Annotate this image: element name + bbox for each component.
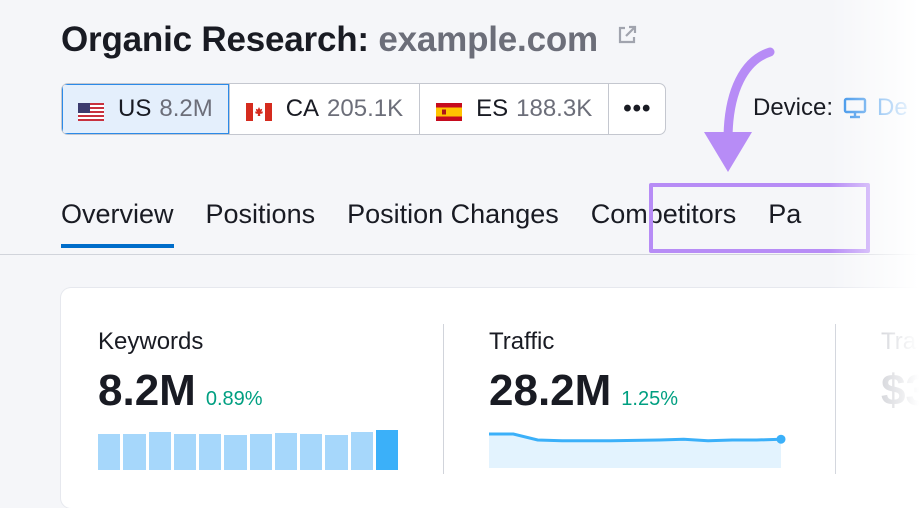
page-title: Organic Research: example.com — [61, 20, 639, 62]
keywords-trend-bar — [123, 434, 146, 470]
keywords-trend-bar — [350, 432, 373, 470]
database-selector: US 8.2M CA 205.1K ES 188.3K ••• — [61, 83, 667, 135]
metric-value: $3 — [881, 366, 919, 415]
db-count: 8.2M — [159, 95, 213, 122]
desktop-icon — [843, 97, 867, 119]
arrow-annotation-icon — [704, 47, 775, 172]
flag-us-icon — [78, 100, 104, 121]
metric-divider — [835, 324, 836, 474]
tab-positions[interactable]: Positions — [205, 199, 316, 229]
traffic-trend-chart — [489, 432, 786, 468]
db-code: CA — [285, 95, 320, 122]
db-button-es[interactable]: ES 188.3K — [420, 84, 610, 134]
more-databases-button[interactable]: ••• — [623, 95, 652, 122]
metric-change: 1.25% — [621, 388, 679, 410]
tab-overview[interactable]: Overview — [61, 199, 174, 248]
keywords-trend-bar — [148, 432, 171, 470]
external-link-icon[interactable] — [615, 16, 639, 56]
page-title-domain[interactable]: example.com — [378, 20, 598, 59]
page-title-prefix: Organic Research: — [61, 20, 369, 59]
tab-competitors[interactable]: Competitors — [590, 199, 737, 229]
metric-label: Traffic — [489, 328, 555, 355]
keywords-trend-bar — [249, 434, 272, 470]
db-button-ca[interactable]: CA 205.1K — [230, 84, 421, 134]
metric-value: 28.2M — [489, 366, 612, 415]
traffic-trend-line — [489, 432, 782, 443]
competitors-highlight-box — [649, 183, 870, 253]
metric-label: Tra — [881, 328, 917, 355]
traffic-trend-area — [489, 434, 781, 468]
metric-keywords[interactable]: Keywords 8.2M 0.89% — [98, 328, 263, 416]
keywords-trend-bar — [98, 434, 121, 470]
device-label: Device: — [753, 94, 834, 121]
metric-label: Keywords — [98, 328, 204, 355]
db-count: 205.1K — [327, 95, 404, 122]
metric-change: 0.89% — [205, 388, 263, 410]
keywords-trend-bar — [375, 430, 398, 470]
metrics-card: Keywords 8.2M 0.89% Traffic 28.2M 1.25% … — [61, 288, 919, 508]
metric-value: 8.2M — [98, 366, 196, 415]
db-button-us[interactable]: US 8.2M — [62, 84, 230, 134]
device-value: De — [877, 94, 908, 121]
keywords-trend-bar — [173, 434, 196, 470]
report-tabs: Overview Positions Position Changes Comp… — [61, 199, 833, 248]
db-code: US — [118, 95, 152, 122]
traffic-trend-endpoint — [776, 434, 786, 444]
keywords-trend-chart — [98, 430, 398, 470]
tab-pages[interactable]: Pa — [768, 199, 802, 229]
db-count: 188.3K — [516, 95, 593, 122]
keywords-trend-bar — [325, 434, 348, 470]
keywords-trend-bar — [274, 433, 297, 470]
tab-divider — [0, 254, 919, 255]
flag-ca-icon — [245, 100, 272, 121]
device-dropdown[interactable]: De — [843, 94, 908, 122]
metric-traffic[interactable]: Traffic 28.2M 1.25% — [489, 328, 678, 416]
keywords-trend-bar — [300, 434, 323, 470]
flag-es-icon — [436, 100, 463, 121]
keywords-trend-bar — [224, 434, 247, 470]
keywords-trend-bar — [199, 434, 222, 470]
metric-traffic-cost[interactable]: Tra $3 — [881, 328, 919, 416]
db-code: ES — [476, 95, 509, 122]
tab-position-changes[interactable]: Position Changes — [347, 199, 559, 229]
metric-divider — [443, 324, 444, 474]
